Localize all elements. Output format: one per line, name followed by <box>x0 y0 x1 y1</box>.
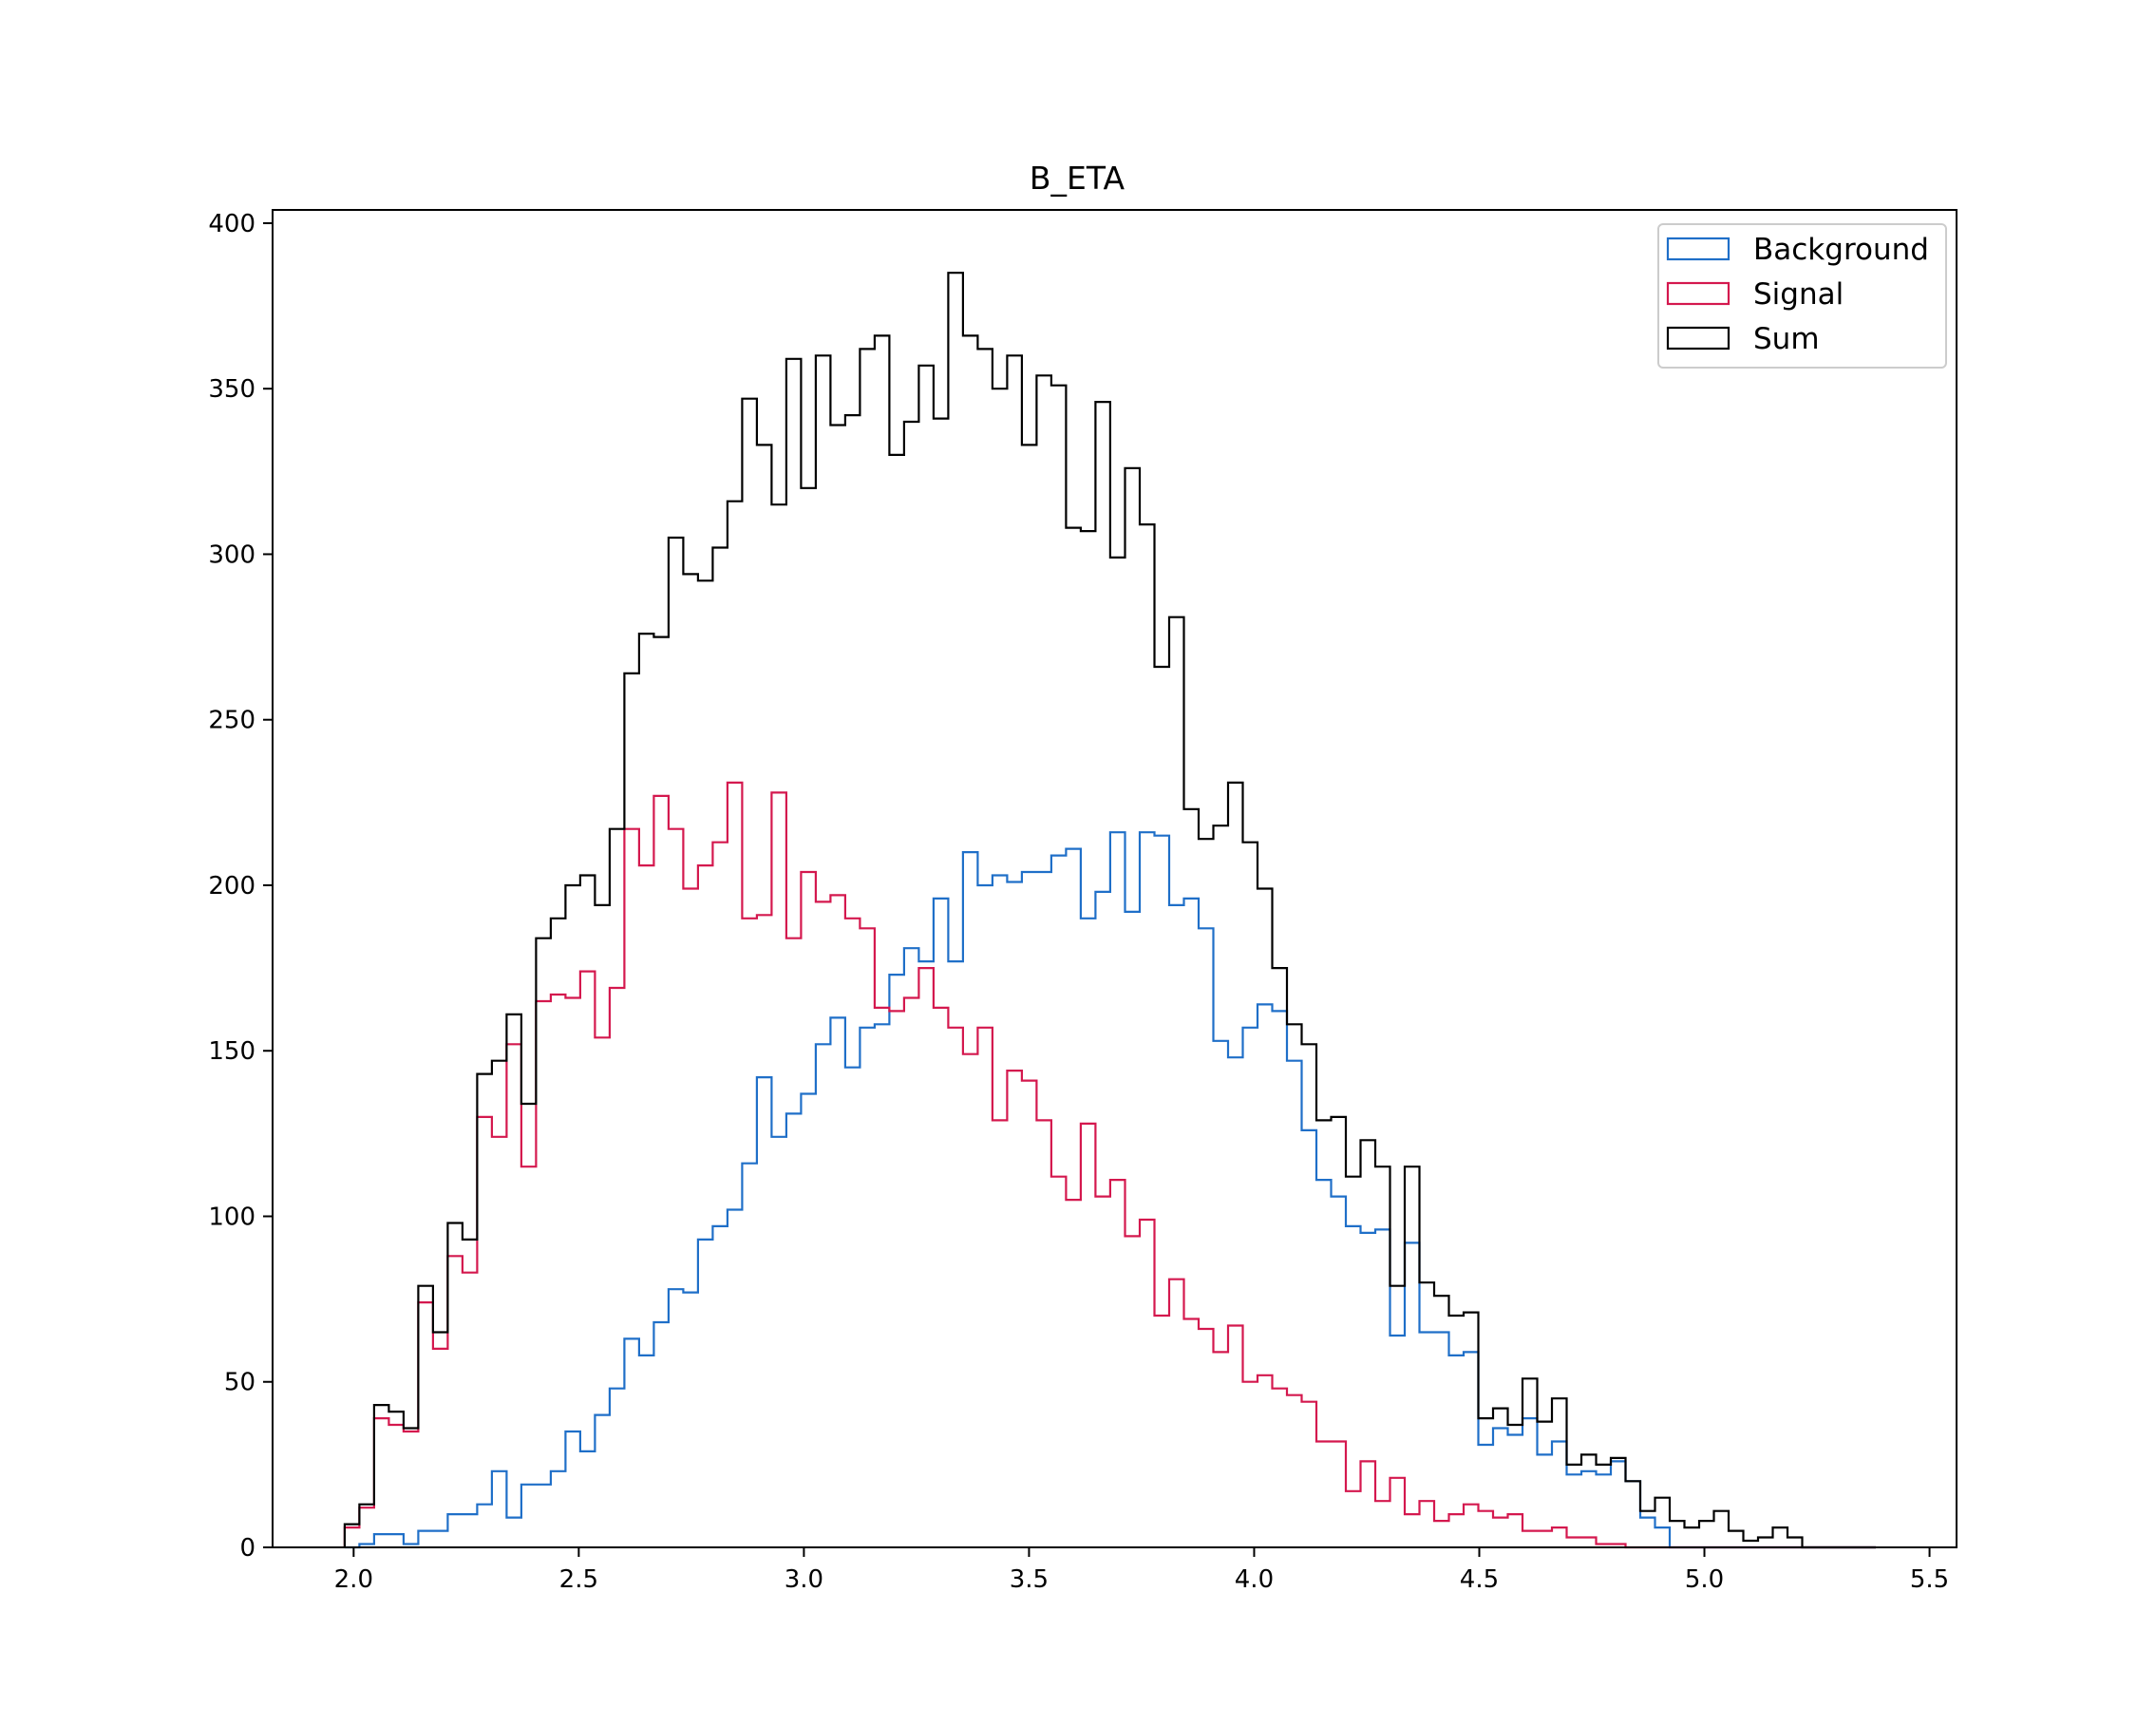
x-tick-label: 3.0 <box>785 1565 823 1594</box>
plot-frame <box>272 209 1957 1548</box>
x-tick-label: 5.0 <box>1685 1565 1724 1594</box>
legend-swatch-sum <box>1666 326 1730 351</box>
plot-area <box>343 272 1876 1549</box>
x-tick-label: 2.5 <box>559 1565 598 1594</box>
y-tick-label: 0 <box>239 1534 255 1563</box>
y-tick-label: 400 <box>208 210 255 238</box>
legend[interactable]: Background Signal Sum <box>1657 223 1947 369</box>
x-tick-label: 4.0 <box>1235 1565 1274 1594</box>
x-tick-label: 5.5 <box>1910 1565 1949 1594</box>
y-tick-label: 150 <box>208 1037 255 1066</box>
legend-swatch-signal <box>1666 281 1730 306</box>
y-tick-label: 350 <box>208 375 255 404</box>
x-axis: 2.0 2.5 3.0 3.5 4.0 4.5 5.0 5.5 <box>334 1547 1949 1594</box>
series-background-line <box>344 831 1876 1549</box>
y-axis: 0 50 100 150 200 250 300 350 400 <box>208 210 273 1563</box>
series-signal-line <box>343 781 1876 1549</box>
y-tick-label: 250 <box>208 707 255 735</box>
y-tick-label: 100 <box>208 1203 255 1231</box>
legend-swatch-background <box>1666 237 1730 261</box>
y-tick-label: 200 <box>208 872 255 900</box>
x-tick-label: 4.5 <box>1460 1565 1499 1594</box>
legend-label-background: Background <box>1753 233 1929 267</box>
y-tick-label: 50 <box>224 1369 255 1397</box>
y-tick-label: 300 <box>208 540 255 569</box>
legend-box <box>1657 223 1947 369</box>
x-tick-label: 2.0 <box>334 1565 373 1594</box>
legend-label-signal: Signal <box>1753 277 1844 312</box>
x-tick-label: 3.5 <box>1010 1565 1049 1594</box>
series-sum-line <box>343 272 1876 1549</box>
legend-label-sum: Sum <box>1753 322 1820 356</box>
chart-title: B_ETA <box>1030 160 1125 197</box>
